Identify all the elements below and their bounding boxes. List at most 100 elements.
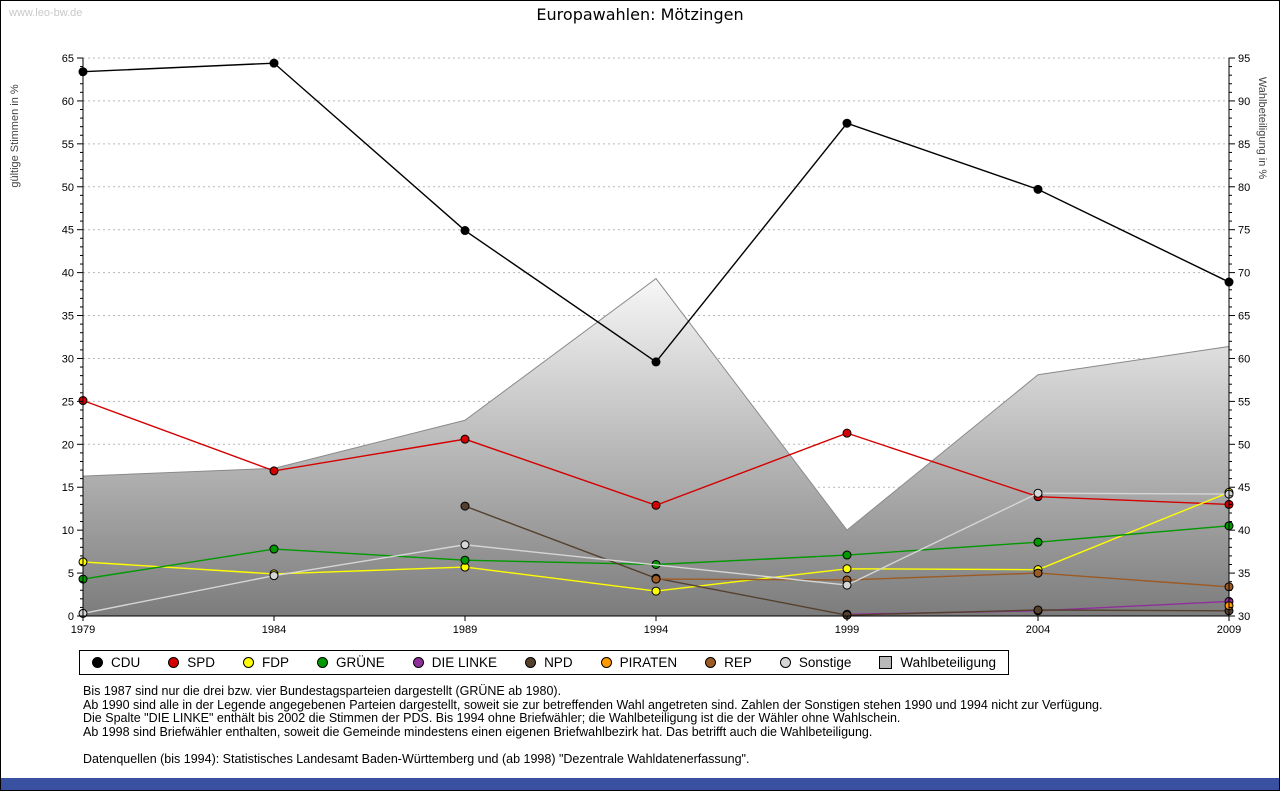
election-line-chart: 0 5 10 15 20 25 30 35 40 45 50 55 60 65 30 35 40 45 50 55 60… — [62, 53, 1251, 636]
data-point-fdp — [842, 564, 852, 574]
legend-item-fdp: FDP — [243, 655, 289, 670]
footnote-line: Die Spalte "DIE LINKE" enthält bis 2002 … — [83, 711, 901, 725]
right-tick-label: 75 — [1238, 225, 1250, 237]
left-tick-label: 50 — [62, 182, 74, 194]
right-tick-label: 70 — [1238, 268, 1250, 280]
footnotes: Bis 1987 sind nur die drei bzw. vier Bun… — [83, 684, 1103, 767]
data-point-sonstige — [842, 580, 852, 590]
legend-dot-swatch — [779, 657, 791, 668]
left-tick-label: 30 — [62, 353, 74, 365]
legend-dot-swatch — [317, 657, 329, 668]
right-tick-label: 60 — [1238, 353, 1250, 365]
legend-square-swatch — [879, 656, 893, 669]
left-tick-label: 20 — [62, 439, 74, 451]
data-point-gr-ne — [460, 555, 470, 565]
legend-dot-swatch — [705, 657, 717, 668]
data-point-cdu — [842, 118, 852, 128]
watermark: www.leo-bw.de — [9, 7, 83, 19]
legend-item-cdu: CDU — [92, 655, 140, 670]
legend-item-spd: SPD — [168, 655, 215, 670]
right-tick-label: 30 — [1238, 611, 1250, 623]
legend-label: Sonstige — [798, 655, 852, 670]
footer-bar — [1, 778, 1279, 790]
right-tick-label: 50 — [1238, 439, 1250, 451]
left-tick-label: 65 — [62, 53, 74, 65]
legend-item-npd: NPD — [525, 655, 573, 670]
legend-label: REP — [724, 655, 752, 670]
legend-item-wahlbeteiligung: Wahlbeteiligung — [879, 655, 996, 670]
data-point-sonstige — [269, 571, 279, 581]
legend-dot-swatch — [168, 657, 180, 668]
page-title: Europawahlen: Mötzingen — [536, 5, 744, 24]
x-tick-label: 1989 — [453, 624, 477, 636]
data-point-sonstige — [1033, 488, 1043, 498]
right-tick-label: 45 — [1238, 482, 1250, 494]
x-tick-label: 1999 — [835, 624, 859, 636]
left-tick-label: 5 — [68, 568, 74, 580]
data-point-gr-ne — [842, 550, 852, 560]
legend-label: DIE LINKE — [431, 655, 498, 670]
left-tick-label: 45 — [62, 225, 74, 237]
x-tick-label: 2009 — [1217, 624, 1241, 636]
data-point-spd — [842, 428, 852, 438]
data-point-sonstige — [460, 540, 470, 550]
data-point-gr-ne — [1033, 537, 1043, 547]
right-tick-label: 35 — [1238, 568, 1250, 580]
left-tick-label: 25 — [62, 396, 74, 408]
right-tick-label: 40 — [1238, 525, 1250, 537]
series-line-rep — [655, 572, 1230, 588]
left-tick-label: 0 — [68, 611, 74, 623]
right-tick-label: 65 — [1238, 311, 1250, 323]
left-tick-label: 60 — [62, 96, 74, 108]
left-tick-label: 15 — [62, 482, 74, 494]
data-source-line: Datenquellen (bis 1994): Statistisches L… — [83, 752, 750, 766]
data-point-npd — [1033, 605, 1043, 615]
data-point-cdu — [460, 226, 470, 236]
data-point-cdu — [651, 357, 661, 367]
legend-dot-swatch — [412, 657, 424, 668]
data-point-gr-ne — [269, 544, 279, 554]
legend-item-piraten: PIRATEN — [600, 655, 678, 670]
legend-dot-swatch — [525, 657, 537, 668]
data-point-spd — [651, 500, 661, 510]
legend-item-rep: REP — [705, 655, 752, 670]
footnote-line: Ab 1998 sind Briefwähler enthalten, sowe… — [83, 724, 873, 739]
right-tick-label: 85 — [1238, 139, 1250, 151]
x-tick-label: 1984 — [262, 624, 286, 636]
data-point-cdu — [269, 58, 279, 68]
right-tick-label: 55 — [1238, 396, 1250, 408]
x-tick-label: 2004 — [1026, 624, 1050, 636]
right-tick-label: 95 — [1238, 53, 1250, 65]
footnote-line: Ab 1990 sind alle in der Legende angegeb… — [83, 697, 1103, 712]
data-point-npd — [460, 501, 470, 511]
data-point-fdp — [651, 586, 661, 596]
legend-item-sonstige: Sonstige — [779, 655, 852, 670]
data-point-rep — [1033, 568, 1043, 578]
legend-label: NPD — [544, 655, 573, 670]
right-tick-label: 90 — [1238, 96, 1250, 108]
data-point-rep — [651, 574, 661, 584]
legend-label: GRÜNE — [336, 655, 385, 670]
legend-label: CDU — [111, 655, 141, 670]
data-point-cdu — [1033, 184, 1043, 194]
legend-item-die-linke: DIE LINKE — [412, 655, 498, 670]
data-point-spd — [269, 466, 279, 476]
legend-label: FDP — [262, 655, 290, 670]
data-point-spd — [460, 434, 470, 444]
left-tick-label: 35 — [62, 311, 74, 323]
left-tick-label: 55 — [62, 139, 74, 151]
footnote-line: Bis 1987 sind nur die drei bzw. vier Bun… — [83, 684, 562, 698]
right-tick-label: 80 — [1238, 182, 1250, 194]
legend-dot-swatch — [600, 657, 612, 668]
x-tick-label: 1994 — [644, 624, 668, 636]
series-line-sonstige — [82, 492, 1230, 615]
legend-label: SPD — [187, 655, 216, 670]
legend-dot-swatch — [92, 657, 103, 668]
legend-label: Wahlbeteiligung — [900, 655, 996, 670]
left-tick-label: 10 — [62, 525, 74, 537]
legend-label: PIRATEN — [619, 655, 678, 670]
left-tick-label: 40 — [62, 268, 74, 280]
legend-dot-swatch — [243, 657, 255, 668]
x-tick-label: 1979 — [71, 624, 95, 636]
